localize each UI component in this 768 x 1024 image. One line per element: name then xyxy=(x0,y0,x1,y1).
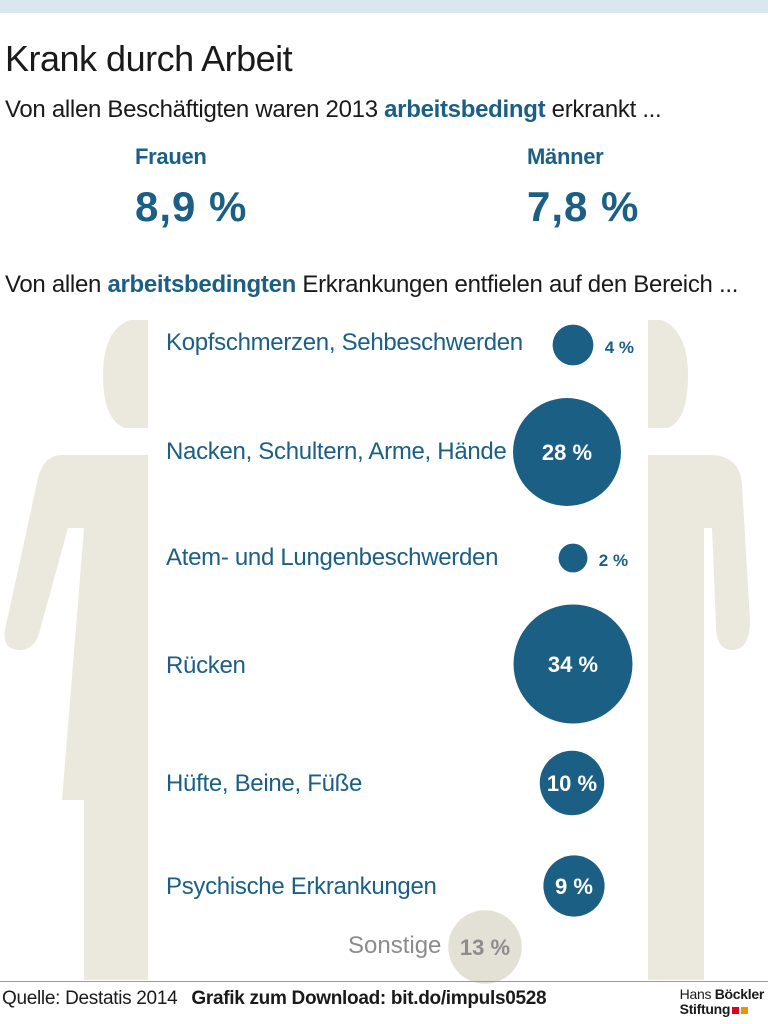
bubble-sonstige xyxy=(448,910,522,984)
men-label: Männer xyxy=(527,144,604,169)
bubble-psyche xyxy=(543,855,605,917)
section2-before: Von allen xyxy=(5,271,108,298)
category-label-psyche: Psychische Erkrankungen xyxy=(166,873,437,900)
bubble-label-huefte: 10 % xyxy=(547,771,597,796)
category-label-sonstige: Sonstige xyxy=(348,932,442,959)
bubble-atem xyxy=(558,543,588,573)
logo-stiftung: Stiftung xyxy=(679,1001,731,1017)
bubble-label-ruecken: 34 % xyxy=(548,652,598,677)
bubble-label-kopf: 4 % xyxy=(605,338,634,357)
bubble-label-sonstige: 13 % xyxy=(460,935,510,960)
intro-after: erkrankt ... xyxy=(545,96,662,123)
hans-boeckler-logo: Hans Böckler Stiftung xyxy=(679,986,765,1017)
bubble-label-nacken: 28 % xyxy=(542,440,592,465)
page-title: Krank durch Arbeit xyxy=(5,38,293,79)
bubble-label-atem: 2 % xyxy=(599,551,628,570)
bubble-label-psyche: 9 % xyxy=(555,874,593,899)
men-value: 7,8 % xyxy=(527,183,640,230)
intro-before: Von allen Beschäftigten waren 2013 xyxy=(5,96,385,123)
section2-after: Erkrankungen entfielen auf den Bereich .… xyxy=(296,271,739,298)
footer: Quelle: Destatis 2014 Grafik zum Download… xyxy=(2,988,547,1010)
women-value: 8,9 % xyxy=(135,183,248,230)
bubble-nacken xyxy=(513,398,621,506)
logo-boeckler: Böckler xyxy=(714,986,765,1002)
women-label: Frauen xyxy=(135,144,207,169)
category-label-ruecken: Rücken xyxy=(166,652,246,679)
category-label-atem: Atem- und Lungenbeschwerden xyxy=(166,544,499,571)
woman-silhouette xyxy=(4,320,149,980)
category-label-nacken: Nacken, Schultern, Arme, Hände xyxy=(166,438,507,465)
intro-highlight: arbeitsbedingt xyxy=(384,96,546,123)
download-link[interactable]: Grafik zum Download: bit.do/impuls0528 xyxy=(191,988,547,1009)
logo-red-square xyxy=(732,1006,740,1014)
category-label-kopf: Kopfschmerzen, Sehbeschwerden xyxy=(166,329,523,356)
category-label-huefte: Hüfte, Beine, Füße xyxy=(166,770,363,797)
intro-line: Von allen Beschäftigten waren 2013 arbei… xyxy=(5,96,662,124)
top-color-band xyxy=(0,0,768,13)
logo-orange-square xyxy=(741,1006,749,1014)
footer-divider xyxy=(0,981,768,982)
bubble-ruecken xyxy=(513,604,633,724)
source-text: Quelle: Destatis 2014 xyxy=(2,988,178,1009)
section2-line: Von allen arbeitsbedingten Erkrankungen … xyxy=(5,271,738,299)
bubble-huefte xyxy=(539,750,605,816)
bubble-kopf xyxy=(552,324,594,366)
logo-hans: Hans xyxy=(679,986,715,1002)
section2-highlight: arbeitsbedingten xyxy=(107,271,296,298)
man-silhouette xyxy=(648,320,750,980)
